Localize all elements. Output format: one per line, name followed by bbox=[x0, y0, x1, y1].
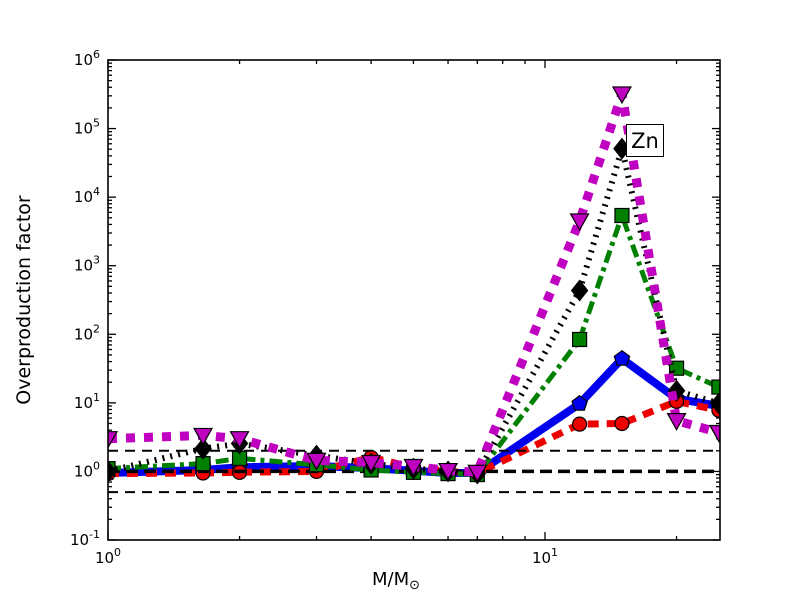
element-annotation-zn: Zn bbox=[626, 124, 664, 157]
magenta-dashed-markers bbox=[108, 86, 720, 483]
svg-text:100: 100 bbox=[95, 546, 121, 567]
blue-solid-line bbox=[108, 354, 720, 477]
y-axis-label: Overproduction factor bbox=[13, 195, 35, 405]
svg-text:100: 100 bbox=[74, 459, 100, 480]
series-black-dotted bbox=[108, 136, 720, 485]
svg-text:102: 102 bbox=[74, 322, 100, 343]
x-axis-label: M/M⊙ bbox=[372, 569, 420, 593]
x-tick-labels: 100 101 bbox=[95, 546, 558, 567]
svg-text:106: 106 bbox=[74, 48, 100, 69]
series-green-dashdot bbox=[108, 207, 720, 483]
svg-text:10-1: 10-1 bbox=[70, 528, 100, 549]
plot-border bbox=[107, 59, 721, 541]
svg-text:101: 101 bbox=[74, 391, 100, 412]
black-dotted-markers bbox=[108, 137, 720, 485]
svg-text:103: 103 bbox=[74, 254, 100, 275]
svg-text:101: 101 bbox=[532, 546, 558, 567]
y-tick-labels: 106 105 104 103 102 101 100 10-1 bbox=[70, 48, 100, 549]
svg-text:104: 104 bbox=[74, 185, 100, 206]
svg-text:105: 105 bbox=[74, 117, 100, 138]
